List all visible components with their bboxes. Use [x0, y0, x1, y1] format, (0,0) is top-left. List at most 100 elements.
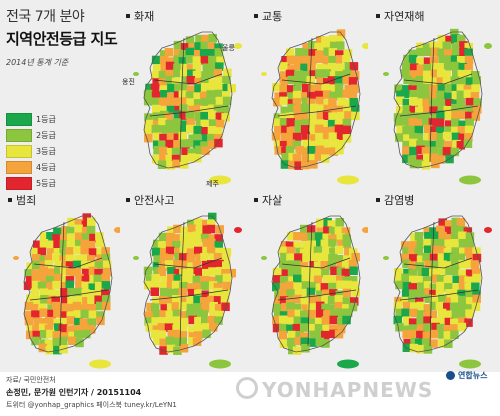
map-region	[430, 295, 439, 304]
map-region	[344, 85, 353, 94]
map-region	[61, 226, 70, 235]
map-region	[443, 252, 453, 262]
map-region	[66, 240, 75, 249]
korea-map	[383, 215, 492, 369]
map-region	[328, 282, 337, 292]
map-region	[159, 55, 169, 65]
map-region	[167, 273, 176, 283]
map-region	[159, 50, 169, 59]
map-region	[220, 289, 230, 299]
map-region	[187, 148, 196, 157]
map-region	[194, 42, 203, 51]
map-region	[157, 241, 167, 250]
map-region	[321, 83, 330, 93]
map-region	[307, 246, 317, 255]
map-region	[87, 318, 97, 327]
map-region	[24, 316, 34, 326]
map-region	[165, 232, 175, 242]
legend-swatch	[6, 113, 32, 126]
map-region	[166, 161, 175, 170]
map-region	[423, 345, 433, 354]
map-region	[437, 246, 446, 255]
map-region	[160, 276, 169, 285]
map-region	[287, 231, 296, 241]
province-border	[179, 221, 185, 347]
map-region	[436, 90, 445, 100]
province-border	[33, 257, 103, 269]
map-region	[431, 113, 440, 122]
map-region	[195, 324, 204, 333]
map-region	[65, 247, 74, 256]
map-region	[193, 282, 203, 292]
map-region	[293, 241, 302, 250]
map-region	[408, 54, 418, 64]
map-region	[185, 110, 194, 120]
map-region	[423, 153, 432, 163]
map-region	[208, 98, 218, 108]
map-region	[316, 54, 325, 63]
map-region	[180, 63, 190, 73]
map-region	[301, 92, 310, 101]
map-region	[342, 134, 352, 143]
map-region	[409, 159, 419, 169]
map-region	[336, 275, 345, 285]
map-region	[145, 83, 154, 93]
map-region	[75, 239, 84, 249]
map-region	[394, 274, 403, 284]
map-region	[26, 325, 35, 334]
map-region	[213, 282, 223, 292]
map-region	[66, 325, 76, 334]
map-region	[444, 92, 453, 101]
map-region	[181, 76, 190, 85]
map-region	[193, 126, 202, 135]
map-region	[402, 259, 411, 269]
map-title: 화재	[126, 8, 154, 24]
map-region	[151, 247, 161, 257]
map-region	[437, 48, 446, 58]
map-region	[215, 259, 224, 269]
map-region	[173, 224, 182, 234]
map-region	[450, 147, 460, 157]
map-region	[215, 62, 224, 71]
map-region	[152, 325, 162, 334]
map-title: 안전사고	[126, 192, 174, 208]
map-region	[25, 276, 35, 285]
map-region	[306, 287, 316, 297]
map-region	[166, 105, 176, 115]
map-region	[194, 112, 203, 121]
map-region	[330, 310, 339, 319]
map-region	[44, 260, 54, 269]
map-region	[185, 55, 195, 64]
map-region	[444, 283, 453, 292]
map-region	[437, 253, 447, 262]
map-region	[172, 316, 181, 325]
map-region	[343, 280, 352, 290]
province-border	[29, 289, 109, 301]
map-region	[186, 232, 195, 241]
map-region	[165, 139, 174, 149]
map-region	[321, 316, 331, 325]
map-title: 범죄	[8, 192, 36, 208]
map-region	[408, 117, 417, 127]
legend-label: 4등급	[36, 163, 56, 172]
map-region	[309, 330, 318, 340]
ongjin-islands	[383, 72, 389, 76]
map-region	[444, 239, 453, 248]
map-region	[293, 111, 303, 121]
map-region	[422, 43, 432, 52]
map-region	[279, 113, 288, 122]
map-region	[409, 275, 418, 285]
map-region	[415, 71, 424, 80]
map-region	[322, 246, 331, 255]
map-region	[54, 266, 63, 276]
map-region	[416, 140, 425, 149]
map-region	[201, 134, 210, 143]
map-region	[465, 289, 474, 299]
title-line1: 전국 7개 분야	[6, 9, 85, 25]
map-region	[314, 324, 324, 333]
map-region	[329, 247, 338, 257]
map-region	[187, 325, 197, 334]
map-region	[215, 247, 224, 257]
map-region	[215, 83, 224, 92]
map-region	[301, 83, 311, 93]
